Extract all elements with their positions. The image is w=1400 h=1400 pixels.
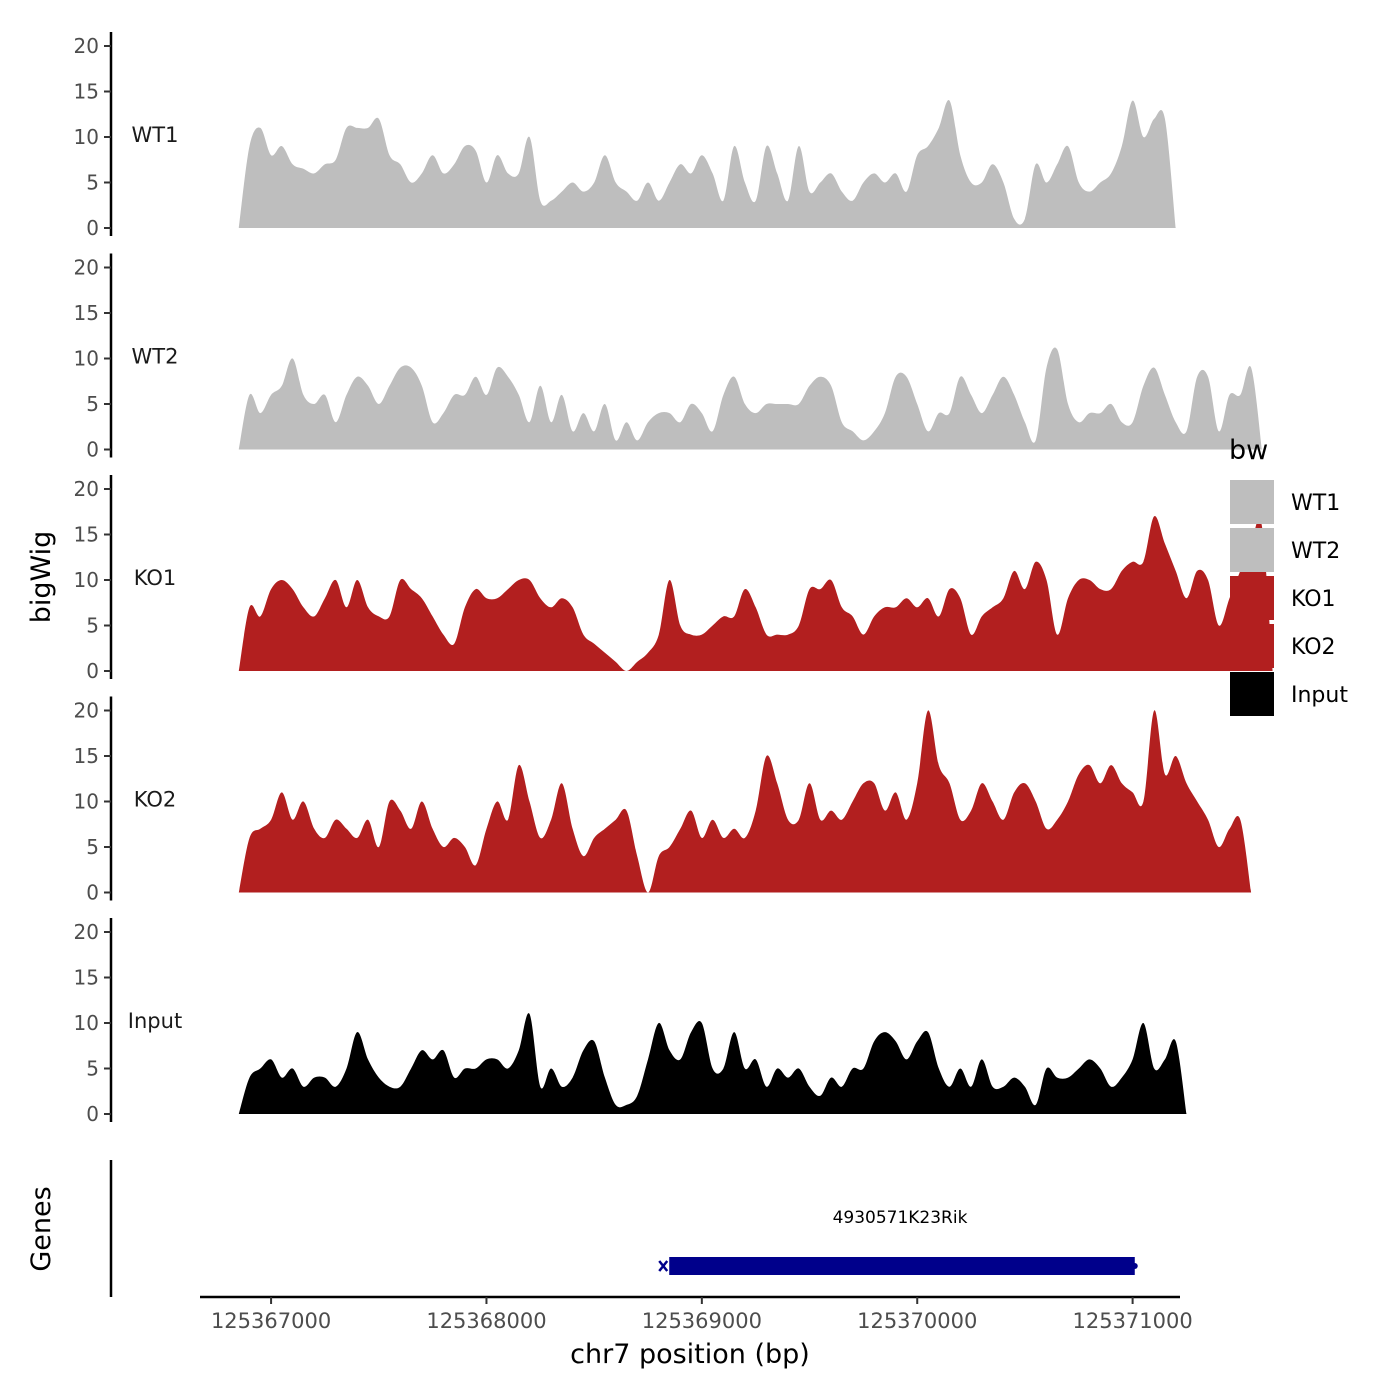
x-axis-title: chr7 position (bp) xyxy=(570,1339,810,1370)
gene-start-marker xyxy=(658,1260,669,1272)
track-wt1: 0 5 10 15 20 WT1 xyxy=(74,32,1176,240)
track-ko2: 0 5 10 15 20 KO2 xyxy=(74,696,1252,905)
y-tick-label-wt2-15: 15 xyxy=(74,301,99,325)
y-tick-label-wt1-20: 20 xyxy=(74,34,99,58)
y-tick-label-input-5: 5 xyxy=(86,1057,99,1081)
y-tick-label-input-10: 10 xyxy=(74,1011,99,1035)
gene-end-marker xyxy=(1131,1263,1138,1269)
y-tick-label-wt2-5: 5 xyxy=(86,392,99,416)
track-label-ko1: KO1 xyxy=(134,566,177,590)
y-tick-label-wt2-10: 10 xyxy=(74,347,99,371)
legend-label-wt2: WT2 xyxy=(1291,539,1340,564)
legend-swatch-wt2 xyxy=(1230,528,1274,572)
track-label-wt1: WT1 xyxy=(132,123,179,147)
y-tick-label-ko2-0: 0 xyxy=(86,881,99,905)
legend-label-ko1: KO1 xyxy=(1291,587,1336,612)
x-tick-label-125367000: 125367000 xyxy=(211,1309,331,1333)
legend-swatch-wt1 xyxy=(1230,480,1274,524)
gene-track: Genes 4930571K23Rik xyxy=(26,1160,1138,1297)
track-wt2: 0 5 10 15 20 WT2 xyxy=(74,253,1262,462)
y-tick-label-wt1-10: 10 xyxy=(74,125,99,149)
y-tick-label-ko1-20: 20 xyxy=(74,477,99,501)
legend-swatch-ko1 xyxy=(1230,576,1274,620)
y-axis-title: bigWig xyxy=(26,531,57,624)
area-series-ko1 xyxy=(238,516,1273,671)
legend: bw WT1 WT2 KO1 KO2 Input xyxy=(1229,435,1348,716)
area-series-wt2 xyxy=(238,347,1262,450)
gene-name-label: 4930571K23Rik xyxy=(833,1208,968,1228)
y-tick-label-wt1-15: 15 xyxy=(74,80,99,104)
legend-label-ko2: KO2 xyxy=(1291,635,1336,660)
y-tick-label-wt1-0: 0 xyxy=(86,216,99,240)
y-tick-label-ko2-5: 5 xyxy=(86,835,99,859)
signal-tracks: 0 5 10 15 20 WT1 0 5 10 15 20 WT2 0 5 10 15 20 KO1 0 5 10 15 2… xyxy=(74,32,1273,1126)
legend-swatch-input xyxy=(1230,672,1274,716)
area-series-ko2 xyxy=(238,710,1252,893)
track-ko1: 0 5 10 15 20 KO1 xyxy=(74,475,1273,683)
x-tick-label-125370000: 125370000 xyxy=(857,1309,977,1333)
genes-axis-title: Genes xyxy=(26,1186,57,1271)
y-tick-label-ko2-15: 15 xyxy=(74,744,99,768)
track-label-ko2: KO2 xyxy=(134,788,177,812)
y-tick-label-ko1-0: 0 xyxy=(86,659,99,683)
y-tick-label-ko1-15: 15 xyxy=(74,523,99,547)
legend-label-wt1: WT1 xyxy=(1291,491,1340,516)
track-label-wt2: WT2 xyxy=(132,345,179,369)
y-tick-label-ko2-10: 10 xyxy=(74,790,99,814)
x-tick-label-125368000: 125368000 xyxy=(426,1309,546,1333)
y-tick-label-ko2-20: 20 xyxy=(74,699,99,723)
y-tick-label-wt1-5: 5 xyxy=(86,171,99,195)
y-tick-label-input-0: 0 xyxy=(86,1102,99,1126)
y-tick-label-wt2-0: 0 xyxy=(86,438,99,462)
legend-swatch-ko2 xyxy=(1230,624,1274,668)
legend-title: bw xyxy=(1229,435,1268,466)
track-label-input: Input xyxy=(128,1009,182,1033)
y-tick-label-wt2-20: 20 xyxy=(74,256,99,280)
track-input: 0 5 10 15 20 Input xyxy=(74,918,1187,1126)
y-tick-label-input-20: 20 xyxy=(74,920,99,944)
x-axis: 125367000 125368000 125369000 125370000 1253… xyxy=(200,1295,1193,1333)
y-tick-label-ko1-10: 10 xyxy=(74,568,99,592)
x-tick-label-125369000: 125369000 xyxy=(642,1309,762,1333)
area-series-wt1 xyxy=(238,100,1176,228)
area-series-input xyxy=(238,1013,1187,1114)
y-tick-label-ko1-5: 5 xyxy=(86,614,99,638)
gene-body xyxy=(669,1257,1135,1275)
x-tick-label-125371000: 125371000 xyxy=(1072,1309,1192,1333)
legend-label-input: Input xyxy=(1291,683,1348,708)
y-tick-label-input-15: 15 xyxy=(74,966,99,990)
